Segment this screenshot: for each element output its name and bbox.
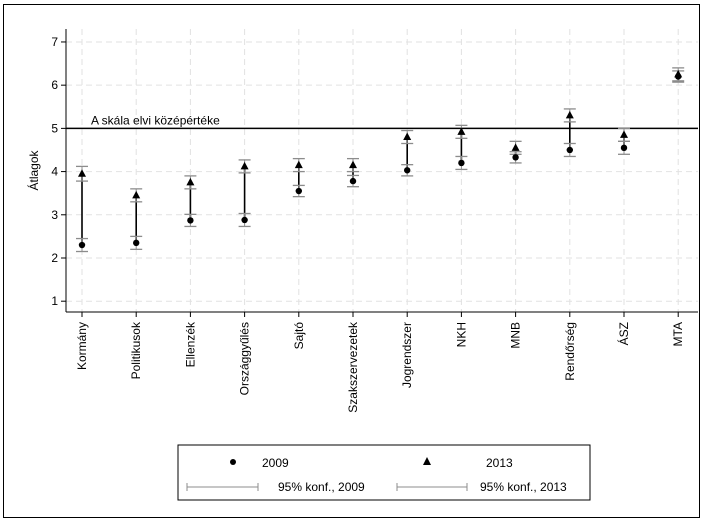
legend-label-2013: 2013 — [486, 456, 513, 470]
point-2013-8 — [511, 143, 520, 151]
legend: 2009 2013 95% konf., 2009 95% konf., 201… — [177, 444, 591, 501]
y-tick-label-6: 6 — [51, 78, 58, 92]
x-tick-label-8: MNB — [509, 322, 523, 349]
legend-label-2009: 2009 — [262, 456, 289, 470]
data-marks — [76, 67, 685, 253]
point-2013-1 — [132, 190, 141, 199]
y-tick-label-1: 1 — [51, 294, 58, 308]
point-2009-7 — [458, 159, 465, 167]
legend-ci-2013-symbol — [396, 483, 468, 491]
x-tick-label-2: Ellenzék — [183, 321, 197, 367]
legend-label-ci-2009: 95% konf., 2009 — [278, 480, 365, 494]
x-tick-label-5: Szakszervezetek — [346, 321, 360, 413]
point-2009-0 — [78, 241, 86, 249]
legend-label-ci-2013: 95% konf., 2013 — [480, 480, 567, 494]
point-2009-5 — [349, 177, 357, 185]
point-2013-6 — [403, 132, 412, 141]
x-tick-label-4: Sajtó — [292, 322, 306, 350]
point-2013-9 — [565, 110, 574, 119]
point-2009-9 — [566, 146, 573, 154]
x-tick-label-1: Politikusok — [129, 321, 143, 379]
point-2009-8 — [512, 154, 519, 161]
y-axis-label: Átlagok — [26, 149, 41, 190]
point-2013-5 — [349, 160, 357, 169]
y-tick-label-7: 7 — [51, 35, 58, 49]
x-tick-label-0: Kormány — [75, 322, 89, 370]
point-2009-10 — [620, 144, 628, 152]
y-tick-label-5: 5 — [51, 121, 58, 135]
axes: 1 2 3 4 5 6 7 Kormány Politikusok Ellenzék Országg… — [51, 29, 698, 413]
x-tick-label-9: Rendőrség — [563, 322, 577, 381]
point-2013-10 — [620, 130, 628, 138]
point-2013-11 — [674, 69, 683, 78]
legend-box — [177, 444, 591, 501]
legend-marker-2009 — [230, 459, 236, 465]
point-2009-4 — [295, 187, 302, 195]
x-tick-label-11: MTA — [671, 322, 685, 346]
point-2013-7 — [457, 127, 466, 135]
y-tick-label-3: 3 — [51, 208, 58, 222]
legend-marker-2013 — [423, 457, 431, 465]
reference-line-group: A skála elvi középértéke — [66, 113, 698, 130]
y-tick-label-2: 2 — [51, 251, 58, 265]
point-2013-4 — [294, 160, 303, 169]
point-2013-2 — [186, 177, 195, 186]
x-tick-label-7: NKH — [454, 322, 468, 347]
y-tick-label-4: 4 — [51, 165, 58, 179]
plot-area — [66, 29, 698, 312]
point-2009-2 — [187, 217, 194, 224]
x-tick-label-6: Jogrendszer — [400, 322, 414, 388]
point-2013-0 — [78, 169, 86, 177]
x-tick-label-3: Országgyűlés — [238, 322, 252, 395]
legend-ci-2009-symbol — [186, 483, 259, 491]
reference-line-label: A skála elvi középértéke — [91, 113, 220, 127]
point-2009-1 — [133, 239, 140, 247]
point-2009-6 — [404, 167, 411, 174]
point-2013-3 — [240, 161, 249, 170]
point-2009-3 — [241, 216, 248, 224]
x-tick-label-10: ÁSZ — [616, 322, 631, 345]
